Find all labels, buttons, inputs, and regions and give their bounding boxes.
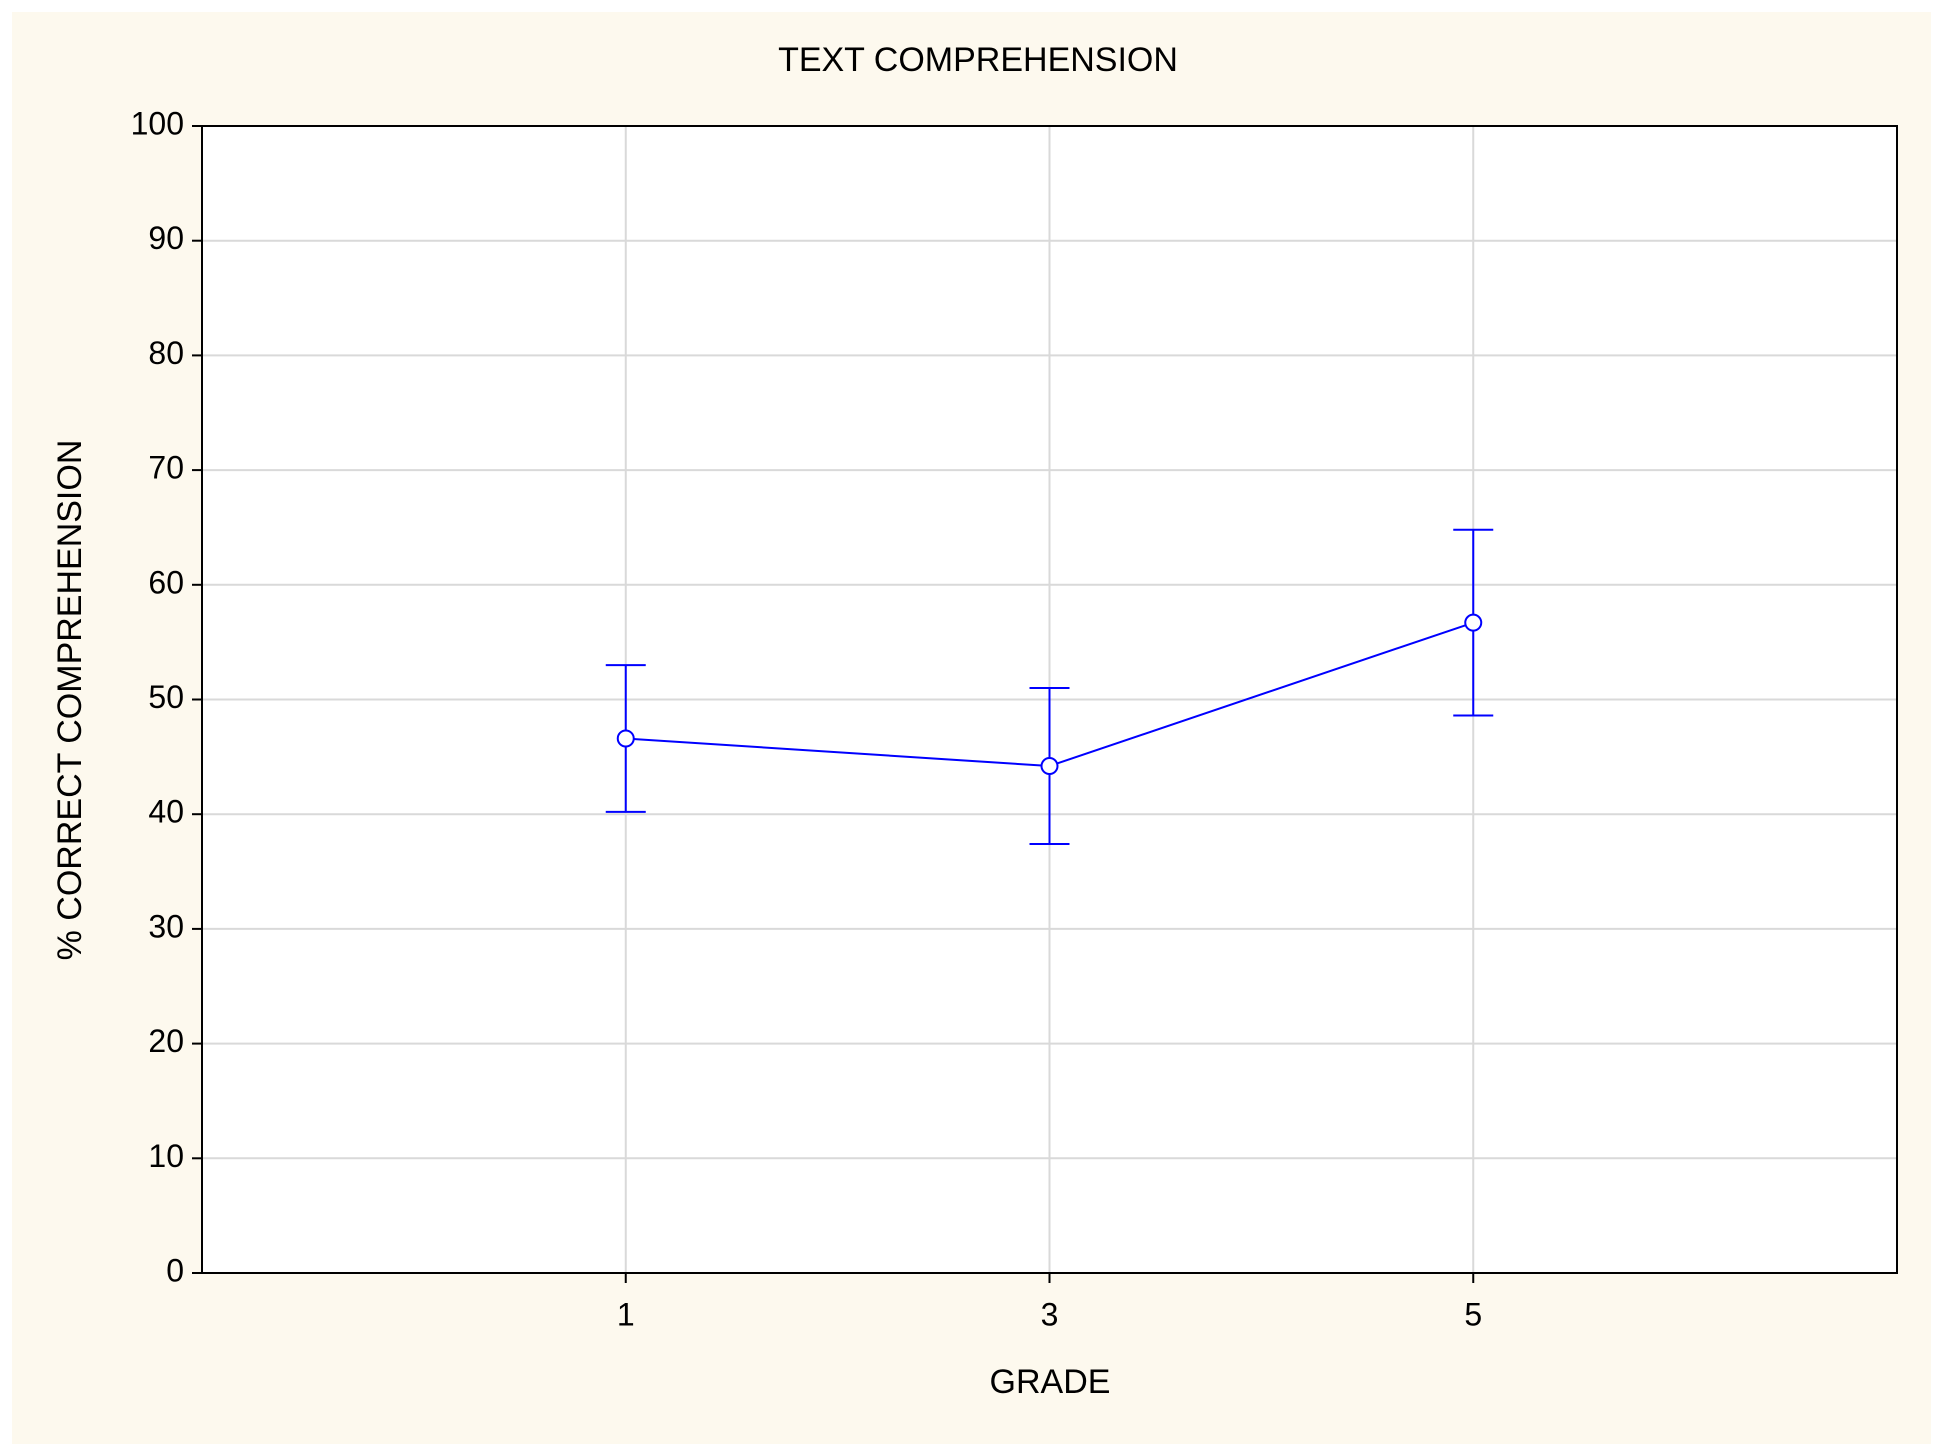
y-tick-label: 80 — [148, 335, 184, 371]
data-point — [1040, 757, 1059, 776]
x-tick-label: 1 — [617, 1296, 635, 1332]
y-tick-label: 0 — [166, 1252, 184, 1288]
x-axis-label: GRADE — [990, 1363, 1111, 1401]
y-axis-label: % CORRECT COMPREHENSION — [51, 440, 89, 961]
chart-title: TEXT COMPREHENSION — [778, 41, 1178, 79]
data-point — [616, 729, 635, 748]
y-tick-label: 60 — [148, 564, 184, 600]
y-tick-label: 70 — [148, 450, 184, 486]
y-tick-label: 40 — [148, 794, 184, 830]
x-tick-label: 3 — [1041, 1296, 1059, 1332]
y-tick-label: 30 — [148, 908, 184, 944]
x-tick-label: 5 — [1464, 1296, 1482, 1332]
marks — [605, 528, 1494, 846]
data-point — [1464, 613, 1483, 632]
y-tick-label: 10 — [148, 1138, 184, 1174]
y-tick-label: 100 — [131, 105, 184, 141]
y-tick-label: 90 — [148, 220, 184, 256]
y-tick-label: 20 — [148, 1023, 184, 1059]
y-tick-label: 50 — [148, 679, 184, 715]
